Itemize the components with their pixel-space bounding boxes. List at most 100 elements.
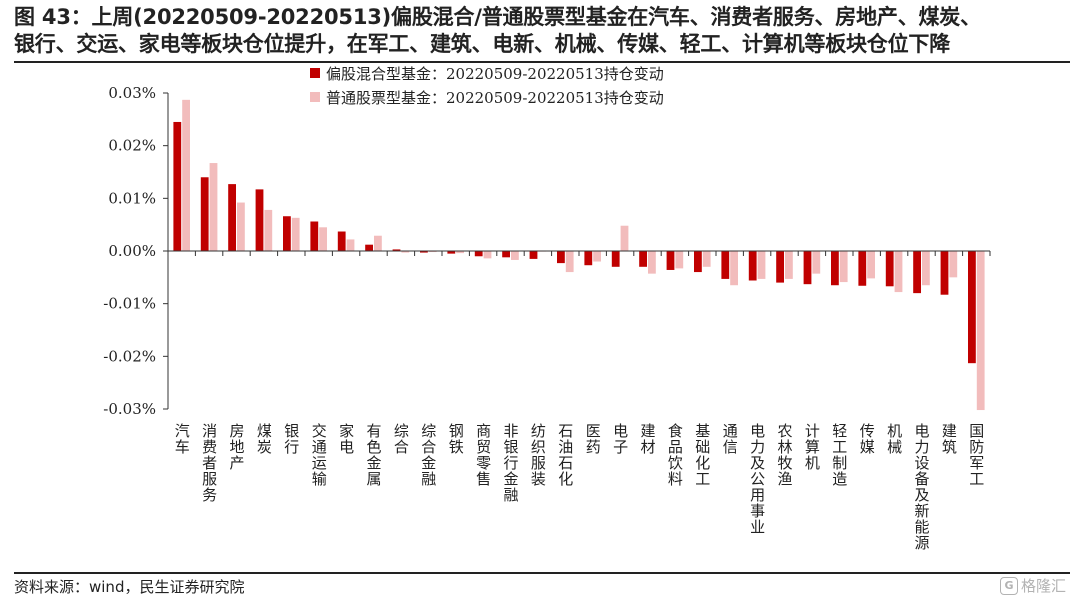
bar-series2 bbox=[483, 251, 492, 259]
source-note: 资料来源：wind，民生证券研究院 bbox=[14, 578, 245, 596]
bar-series1 bbox=[913, 251, 921, 294]
y-tick-label: 0.01% bbox=[108, 189, 156, 207]
x-tick-label: 非银行金融 bbox=[502, 423, 520, 503]
watermark-logo-icon: G bbox=[999, 576, 1018, 595]
bar-series1 bbox=[420, 251, 428, 253]
x-tick-label: 建筑 bbox=[940, 423, 958, 455]
x-tick-label: 电力设备及新能源 bbox=[913, 423, 931, 551]
bar-series2 bbox=[675, 251, 684, 269]
bar-series2 bbox=[428, 251, 437, 253]
x-tick-label: 轻工制造 bbox=[830, 423, 848, 487]
bar-series2 bbox=[291, 217, 300, 251]
bar-series1 bbox=[694, 251, 702, 273]
y-tick-label: 0.00% bbox=[108, 242, 156, 260]
bar-series1 bbox=[365, 244, 373, 251]
bar-series1 bbox=[776, 251, 784, 283]
bar-series1 bbox=[283, 216, 291, 251]
x-tick-label: 商贸零售 bbox=[474, 423, 492, 487]
y-tick-label: 0.03% bbox=[108, 84, 156, 102]
legend-label-series2: 普通股票型基金：20220509-20220513持仓变动 bbox=[326, 89, 664, 107]
bar-series2 bbox=[702, 251, 711, 267]
y-tick-label: -0.03% bbox=[103, 400, 156, 418]
x-tick-label: 纺织服装 bbox=[529, 423, 547, 487]
bar-series2 bbox=[620, 225, 629, 251]
bar-series2 bbox=[757, 251, 766, 279]
bar-series2 bbox=[565, 251, 574, 273]
legend-label-series1: 偏股混合型基金：20220509-20220513持仓变动 bbox=[326, 65, 664, 83]
bar-series2 bbox=[648, 251, 656, 274]
bar-series2 bbox=[593, 251, 601, 262]
bar-series2 bbox=[319, 227, 327, 251]
legend-swatch-series1 bbox=[310, 68, 320, 78]
bar-series1 bbox=[474, 251, 483, 257]
bar-series1 bbox=[255, 189, 264, 251]
bar-series1 bbox=[392, 249, 401, 251]
x-tick-label: 有色金属 bbox=[365, 423, 383, 487]
x-tick-label: 汽车 bbox=[173, 423, 191, 455]
bar-series1 bbox=[748, 251, 757, 281]
x-tick-label: 通信 bbox=[721, 423, 739, 455]
title-rule bbox=[14, 61, 1070, 63]
x-tick-label: 交通运输 bbox=[310, 422, 328, 487]
bar-series2 bbox=[346, 239, 355, 251]
bar-series2 bbox=[976, 251, 985, 411]
x-tick-label: 银行 bbox=[282, 423, 300, 455]
watermark-text: 格隆汇 bbox=[1020, 577, 1066, 595]
y-tick-label: -0.02% bbox=[103, 347, 156, 365]
x-tick-label: 食品饮料 bbox=[666, 423, 684, 487]
x-tick-label: 综合金融 bbox=[419, 423, 437, 487]
bar-series2 bbox=[949, 251, 958, 278]
bar-series1 bbox=[858, 251, 867, 286]
chart-header: 图 43：上周(20220509-20220513)偏股混合/普通股票型基金在汽… bbox=[14, 4, 1070, 58]
bar-series2 bbox=[922, 251, 930, 286]
title-line-2: 银行、交运、家电等板块仓位提升，在军工、建筑、电新、机械、传媒、轻工、计算机等板… bbox=[14, 32, 950, 56]
bar-series1 bbox=[200, 177, 209, 251]
x-tick-label: 计算机 bbox=[803, 423, 821, 471]
bar-series2 bbox=[374, 235, 382, 251]
bar-series1 bbox=[337, 231, 346, 251]
x-tick-label: 农林牧渔 bbox=[776, 423, 794, 487]
bar-series1 bbox=[803, 251, 812, 285]
x-tick-label: 家电 bbox=[337, 423, 355, 455]
bar-series1 bbox=[831, 251, 839, 286]
x-tick-label: 国防军工 bbox=[967, 423, 985, 487]
bar-series2 bbox=[264, 209, 273, 251]
x-tick-label: 电子 bbox=[611, 423, 629, 455]
x-tick-label: 电力及公用事业 bbox=[748, 423, 766, 535]
bar-series2 bbox=[894, 251, 903, 293]
x-tick-label: 建材 bbox=[639, 423, 657, 455]
x-tick-label: 消费者服务 bbox=[200, 423, 218, 503]
bar-series2 bbox=[182, 99, 190, 251]
bar-series2 bbox=[209, 163, 218, 251]
title-line-1: 图 43：上周(20220509-20220513)偏股混合/普通股票型基金在汽… bbox=[14, 5, 981, 29]
bar-series1 bbox=[968, 251, 976, 364]
bar-series2 bbox=[730, 251, 738, 286]
x-tick-label: 综合 bbox=[392, 423, 410, 455]
bar-series2 bbox=[867, 251, 875, 279]
bar-series1 bbox=[639, 251, 647, 267]
bar-series1 bbox=[584, 251, 593, 266]
bar-series1 bbox=[529, 251, 538, 259]
bar-series2 bbox=[237, 202, 245, 251]
bar-series2 bbox=[785, 251, 793, 279]
bar-series2 bbox=[812, 251, 821, 274]
x-tick-label: 钢铁 bbox=[447, 423, 465, 455]
bar-series1 bbox=[940, 251, 949, 295]
bar-series1 bbox=[666, 251, 675, 270]
bar-series1 bbox=[173, 121, 182, 251]
y-tick-label: 0.02% bbox=[108, 137, 156, 155]
bar-series1 bbox=[885, 251, 894, 287]
x-tick-label: 医药 bbox=[584, 423, 602, 455]
bar-series2 bbox=[839, 251, 848, 283]
bar-series1 bbox=[721, 251, 730, 279]
x-tick-label: 传媒 bbox=[858, 423, 876, 455]
x-tick-label: 房地产 bbox=[228, 423, 246, 471]
bar-series1 bbox=[228, 184, 236, 251]
bar-series1 bbox=[502, 251, 510, 258]
bar-series2 bbox=[456, 251, 464, 254]
x-tick-label: 石油石化 bbox=[556, 423, 574, 487]
watermark: G 格隆汇 bbox=[999, 575, 1066, 596]
bar-series2 bbox=[401, 251, 410, 253]
bar-series2 bbox=[511, 251, 519, 260]
x-tick-label: 基础化工 bbox=[693, 423, 711, 487]
